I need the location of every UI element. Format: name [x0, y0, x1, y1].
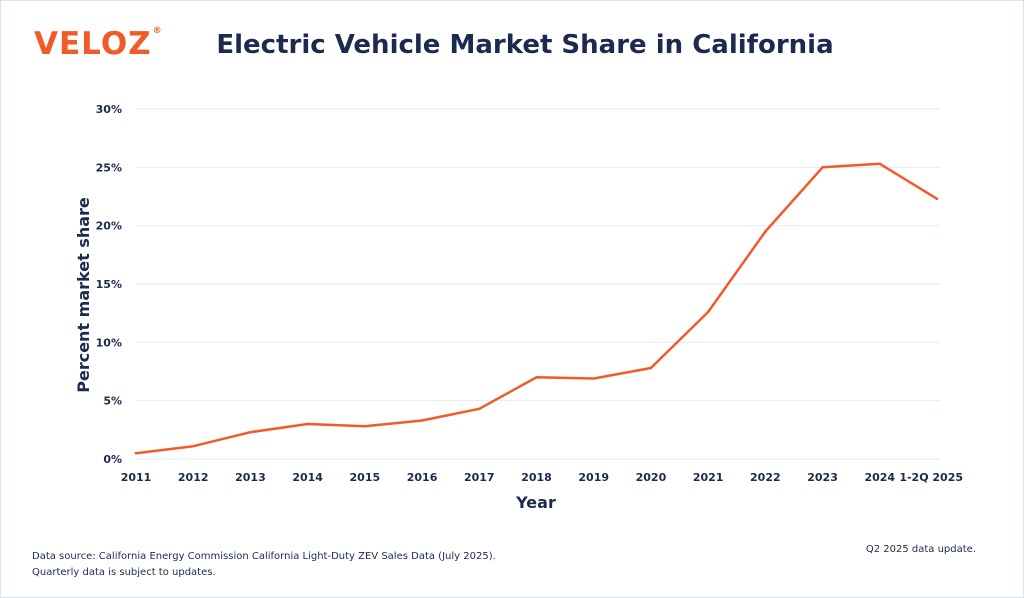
y-tick-label: 10% [96, 336, 122, 349]
data-update-note: Q2 2025 data update. [865, 544, 976, 555]
series-group [134, 162, 939, 455]
data-point [764, 230, 767, 233]
veloz-logo: VELOZ® [34, 26, 163, 62]
data-point [535, 376, 538, 379]
x-tick-label: 2022 [750, 471, 781, 484]
x-tick-label: 2018 [521, 471, 552, 484]
y-axis-title: Percent market share [74, 197, 93, 393]
x-tick-label: 2015 [350, 471, 381, 484]
data-point [935, 197, 939, 201]
x-tick-label: 2016 [407, 471, 438, 484]
data-point [706, 310, 710, 314]
x-tick-label: 2012 [178, 471, 209, 484]
y-tick-label: 0% [103, 453, 122, 466]
x-tick-label: 2021 [693, 471, 724, 484]
y-tick-label: 20% [96, 220, 122, 233]
x-tick-label: 1-2Q 2025 [899, 471, 963, 484]
source-line-2: Quarterly data is subject to updates. [32, 567, 216, 578]
y-tick-label: 30% [96, 103, 122, 116]
x-tick-label: 2019 [578, 471, 609, 484]
x-tick-label: 2020 [636, 471, 667, 484]
data-point [363, 425, 367, 428]
data-point [821, 166, 824, 169]
source-line-1: Data source: California Energy Commissio… [32, 551, 496, 562]
logo-text: VELOZ [34, 26, 152, 62]
y-axis-tick-labels: 0% 5% 10% 15% 20% 25% 30% [96, 103, 122, 466]
gridlines [136, 108, 940, 460]
y-tick-label: 5% [103, 395, 122, 408]
x-tick-label: 2011 [121, 471, 152, 484]
x-tick-label: 2013 [235, 471, 266, 484]
x-axis-title: Year [515, 493, 556, 512]
data-point [249, 430, 252, 434]
x-tick-label: 2017 [464, 471, 495, 484]
x-tick-label: 2023 [807, 471, 838, 484]
y-tick-label: 25% [96, 161, 122, 174]
data-point [649, 366, 653, 370]
x-tick-label: 2014 [292, 471, 323, 484]
data-point [192, 444, 195, 448]
series-line-market-share [134, 162, 939, 455]
data-point [134, 451, 138, 455]
x-axis-tick-labels: 2011 2012 2013 2014 2015 2016 2017 2018 2019 2020… [121, 471, 963, 484]
data-point [306, 422, 309, 426]
data-source-note: Data source: California Energy Commissio… [32, 549, 496, 581]
x-tick-label: 2024 [864, 471, 895, 484]
data-point [592, 377, 595, 380]
y-tick-label: 15% [96, 278, 122, 291]
data-point [478, 407, 481, 411]
logo-registered-mark: ® [152, 26, 163, 36]
data-point [420, 419, 424, 422]
chart-title: Electric Vehicle Market Share in Califor… [216, 30, 834, 60]
data-point [878, 162, 881, 166]
